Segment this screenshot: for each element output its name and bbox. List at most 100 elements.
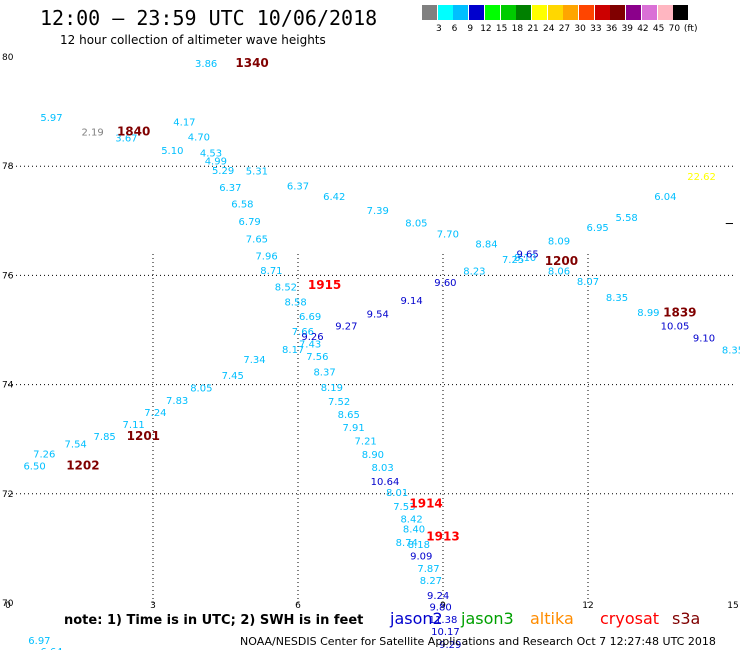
wave-height-label: 8.42: [400, 514, 422, 525]
wave-height-label: 7.87: [417, 564, 439, 575]
footer-note: note: 1) Time is in UTC; 2) SWH is in fe…: [64, 613, 364, 628]
footer-credit: NOAA/NESDIS Center for Satellite Applica…: [240, 635, 716, 648]
legend-label: 45: [652, 24, 665, 34]
x-tick-label: 3: [150, 601, 156, 611]
wave-height-label: 5.31: [246, 167, 268, 178]
wave-height-label: 8.10: [514, 253, 536, 264]
wave-height-label: 8.84: [475, 240, 497, 251]
pass-time-label: 1840: [117, 124, 150, 138]
wave-height-label: 6.69: [299, 312, 321, 323]
wave-height-label: 7.54: [65, 440, 87, 451]
wave-height-label: 9.54: [367, 310, 389, 321]
legend-label: 12: [480, 24, 492, 34]
legend-swatch: [594, 5, 610, 20]
wave-height-label: 7.56: [306, 352, 328, 363]
wave-height-label: 6.79: [239, 217, 261, 228]
wave-height-label: 8.40: [403, 525, 425, 536]
legend-label: 30: [574, 24, 586, 34]
wave-height-label: 8.35: [722, 346, 740, 357]
wave-height-label: 9.65: [516, 250, 538, 261]
wave-height-label: 6.58: [231, 199, 253, 210]
legend-swatch: [469, 5, 485, 20]
wave-height-label: 9.27: [335, 322, 357, 333]
wave-height-label: 7.70: [437, 229, 459, 240]
legend-label: 36: [605, 24, 618, 34]
wave-height-label: 8.71: [260, 266, 282, 277]
wave-height-label: 7.45: [222, 371, 244, 382]
pass-time-label: 1839: [663, 306, 696, 320]
pass-time-label: 1201: [127, 429, 160, 443]
wave-height-label: 7.85: [94, 432, 116, 443]
legend-swatch: [641, 5, 657, 20]
wave-height-label: 6.37: [219, 183, 241, 194]
wave-height-label: 8.19: [321, 383, 343, 394]
wave-height-label: 6.64: [40, 647, 62, 650]
wave-height-label: 2.19: [81, 127, 103, 138]
x-tick-label: 15: [727, 601, 738, 611]
wave-height-label: 8.06: [548, 266, 570, 277]
wave-height-label: 6.95: [587, 223, 609, 234]
wave-height-label: 8.52: [275, 282, 297, 293]
x-tick-label: 0: [5, 601, 11, 611]
satellite-label: jason2: [390, 609, 443, 628]
wave-height-label: 8.03: [371, 463, 393, 474]
legend-swatch: [579, 5, 594, 20]
wave-height-label: 8.09: [548, 236, 570, 247]
wave-height-label: 8.07: [577, 277, 599, 288]
wave-height-label: 7.65: [246, 234, 268, 245]
wave-height-label: 10.64: [371, 477, 400, 488]
wave-height-label: 7.39: [367, 206, 389, 217]
wave-height-label: 8.23: [463, 266, 485, 277]
y-tick-label: 80: [2, 53, 14, 63]
wave-height-label: 8.99: [637, 308, 659, 319]
x-tick-label: 12: [582, 601, 593, 611]
legend-label: 39: [621, 24, 633, 34]
wave-height-label: 6.37: [287, 181, 309, 192]
wave-height-label: 9.29: [439, 640, 461, 650]
legend-label: 70: [668, 24, 681, 34]
legend-unit: (ft): [683, 24, 698, 34]
pass-time-label: 1340: [235, 56, 268, 70]
wave-height-label: 8.65: [338, 410, 360, 421]
wave-height-label: 9.14: [400, 296, 422, 307]
satellite-label: jason3: [461, 609, 514, 628]
wave-height-label: 7.43: [299, 340, 321, 351]
wave-height-label: 8.17: [282, 345, 304, 356]
wave-height-label: 8.58: [284, 298, 306, 309]
chart-title: 12:00 – 23:59 UTC 10/06/2018: [40, 6, 378, 30]
pass-time-label: 1913: [426, 529, 459, 543]
x-tick-label: 6: [295, 601, 301, 611]
y-tick-label: 76: [2, 271, 14, 281]
wave-height-label: 7.25: [502, 255, 524, 266]
legend-swatch: [626, 5, 642, 20]
wave-height-label: 5.29: [212, 166, 234, 177]
pass-time-label: 1914: [409, 497, 442, 511]
wave-height-label: 3.67: [115, 133, 137, 144]
wave-height-label: 4.53: [200, 149, 222, 160]
wave-height-label: 7.34: [243, 355, 265, 366]
wave-height-label: 9.09: [410, 551, 432, 562]
y-tick-label: 78: [2, 162, 14, 172]
wave-height-label: 9.60: [434, 278, 456, 289]
wave-height-label: 6.50: [23, 461, 45, 472]
legend-swatch: [610, 5, 626, 20]
legend-label: 27: [558, 24, 571, 34]
legend-label: 9: [467, 24, 474, 34]
wave-height-label: 10.05: [661, 322, 690, 333]
wave-height-label: 5.58: [616, 213, 638, 224]
wave-height-label: 9.80: [429, 602, 451, 613]
wave-height-label: 8.01: [386, 488, 408, 499]
wave-height-label: 8.27: [420, 576, 442, 587]
legend-swatch: [453, 5, 469, 20]
legend-swatch: [673, 5, 689, 20]
wave-height-label: 6.42: [323, 192, 345, 203]
wave-height-label: 7.24: [144, 408, 166, 419]
chart-subtitle: 12 hour collection of altimeter wave hei…: [60, 33, 326, 47]
legend-label: 3: [435, 24, 442, 34]
wave-height-label: 9.24: [427, 591, 449, 602]
pass-time-label: 1200: [545, 254, 578, 268]
wave-height-label: 6.97: [28, 636, 50, 647]
satellite-label: cryosat: [600, 609, 660, 628]
legend-swatch: [531, 5, 547, 20]
wave-height-label: 7.66: [292, 327, 314, 338]
